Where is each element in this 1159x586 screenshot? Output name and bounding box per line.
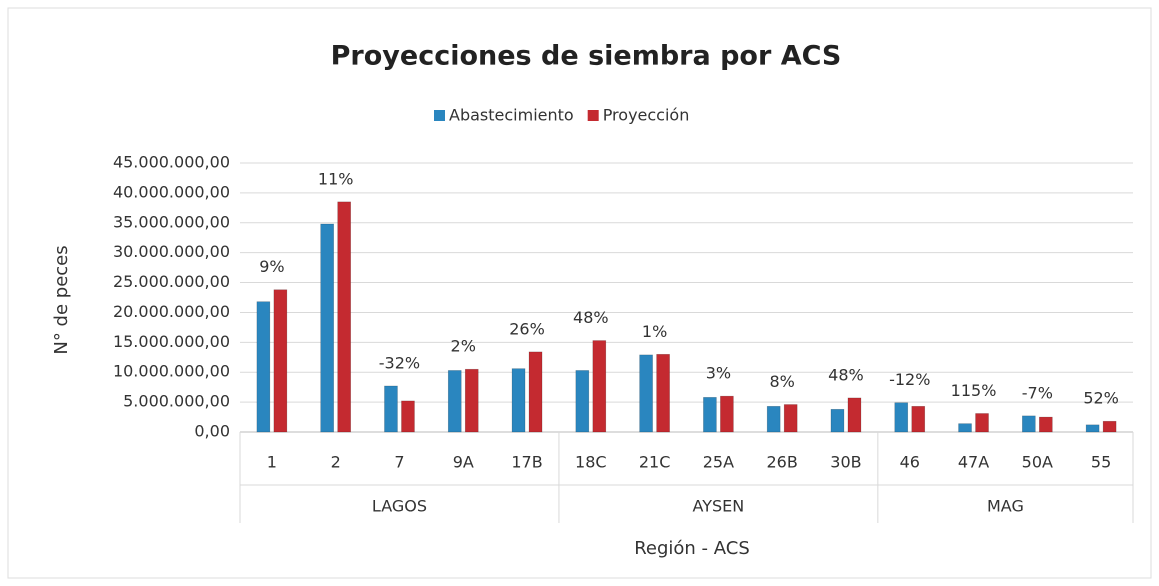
x-tick-label: 47A	[958, 453, 989, 472]
bar	[528, 351, 543, 433]
group-label: LAGOS	[372, 497, 427, 516]
chart-title: Proyecciones de siembra por ACS	[331, 41, 842, 72]
bar	[703, 397, 717, 433]
bar	[1039, 416, 1053, 433]
y-axis-title: N° de peces	[51, 245, 72, 354]
y-tick-label: 25.000.000,00	[113, 272, 230, 291]
bar	[911, 405, 926, 433]
x-tick-label: 9A	[453, 453, 474, 472]
bar	[783, 404, 798, 433]
bar	[592, 340, 607, 433]
bar	[975, 413, 989, 433]
annotation: -7%	[1022, 383, 1053, 402]
x-tick-label: 30B	[830, 453, 861, 472]
y-tick-label: 5.000.000,00	[123, 392, 230, 411]
annotation: 11%	[318, 169, 354, 188]
x-tick-label: 21C	[639, 453, 671, 472]
y-tick-label: 10.000.000,00	[113, 362, 230, 381]
y-tick-label: 30.000.000,00	[113, 242, 230, 261]
x-tick-label: 25A	[703, 453, 734, 472]
bar	[320, 223, 334, 433]
annotation: 48%	[573, 308, 609, 327]
annotation: -12%	[889, 370, 930, 389]
group-label: MAG	[987, 497, 1024, 516]
annotation: 52%	[1083, 389, 1119, 408]
bar	[766, 405, 781, 433]
annotation: 2%	[451, 337, 476, 356]
bar	[847, 397, 862, 433]
bar	[401, 400, 415, 433]
group-label: AYSEN	[693, 497, 745, 516]
legend-label: Abastecimiento	[449, 106, 574, 125]
bar	[656, 353, 670, 433]
x-tick-label: 50A	[1022, 453, 1053, 472]
legend-label: Proyección	[603, 106, 690, 125]
x-tick-label: 46	[900, 453, 920, 472]
bar	[273, 289, 288, 433]
x-tick-label: 2	[331, 453, 341, 472]
bar	[575, 370, 590, 433]
annotation: 3%	[706, 364, 731, 383]
bar	[894, 402, 909, 433]
x-tick-label: 7	[394, 453, 404, 472]
chart-border	[7, 7, 1152, 579]
bar	[1102, 420, 1117, 433]
bar	[1022, 415, 1036, 433]
annotation: 26%	[509, 319, 545, 338]
x-tick-label: 1	[267, 453, 277, 472]
x-axis-title: Región - ACS	[634, 538, 750, 559]
bar	[1085, 424, 1100, 433]
bar	[447, 370, 462, 433]
legend-swatch	[434, 110, 445, 121]
y-tick-label: 15.000.000,00	[113, 332, 230, 351]
annotation: 1%	[642, 322, 667, 341]
bar	[639, 354, 653, 433]
bar	[384, 385, 398, 433]
x-tick-label: 55	[1091, 453, 1111, 472]
legend-swatch	[587, 110, 599, 121]
bar	[256, 301, 271, 433]
annotation: 8%	[769, 372, 794, 391]
annotation: 48%	[828, 365, 864, 384]
bar	[464, 368, 479, 433]
y-tick-label: 20.000.000,00	[113, 302, 230, 321]
annotation: 115%	[951, 381, 997, 400]
x-tick-label: 17B	[511, 453, 542, 472]
y-tick-label: 45.000.000,00	[113, 153, 230, 172]
bar	[830, 408, 845, 433]
y-tick-label: 0,00	[194, 422, 230, 441]
annotation: 9%	[259, 257, 284, 276]
annotation: -32%	[379, 353, 420, 372]
bar	[511, 368, 526, 433]
bar	[337, 201, 351, 433]
y-tick-label: 40.000.000,00	[113, 182, 230, 201]
x-tick-label: 26B	[767, 453, 798, 472]
y-tick-label: 35.000.000,00	[113, 212, 230, 231]
x-tick-label: 18C	[575, 453, 607, 472]
bar	[958, 423, 972, 433]
bar	[720, 395, 734, 433]
